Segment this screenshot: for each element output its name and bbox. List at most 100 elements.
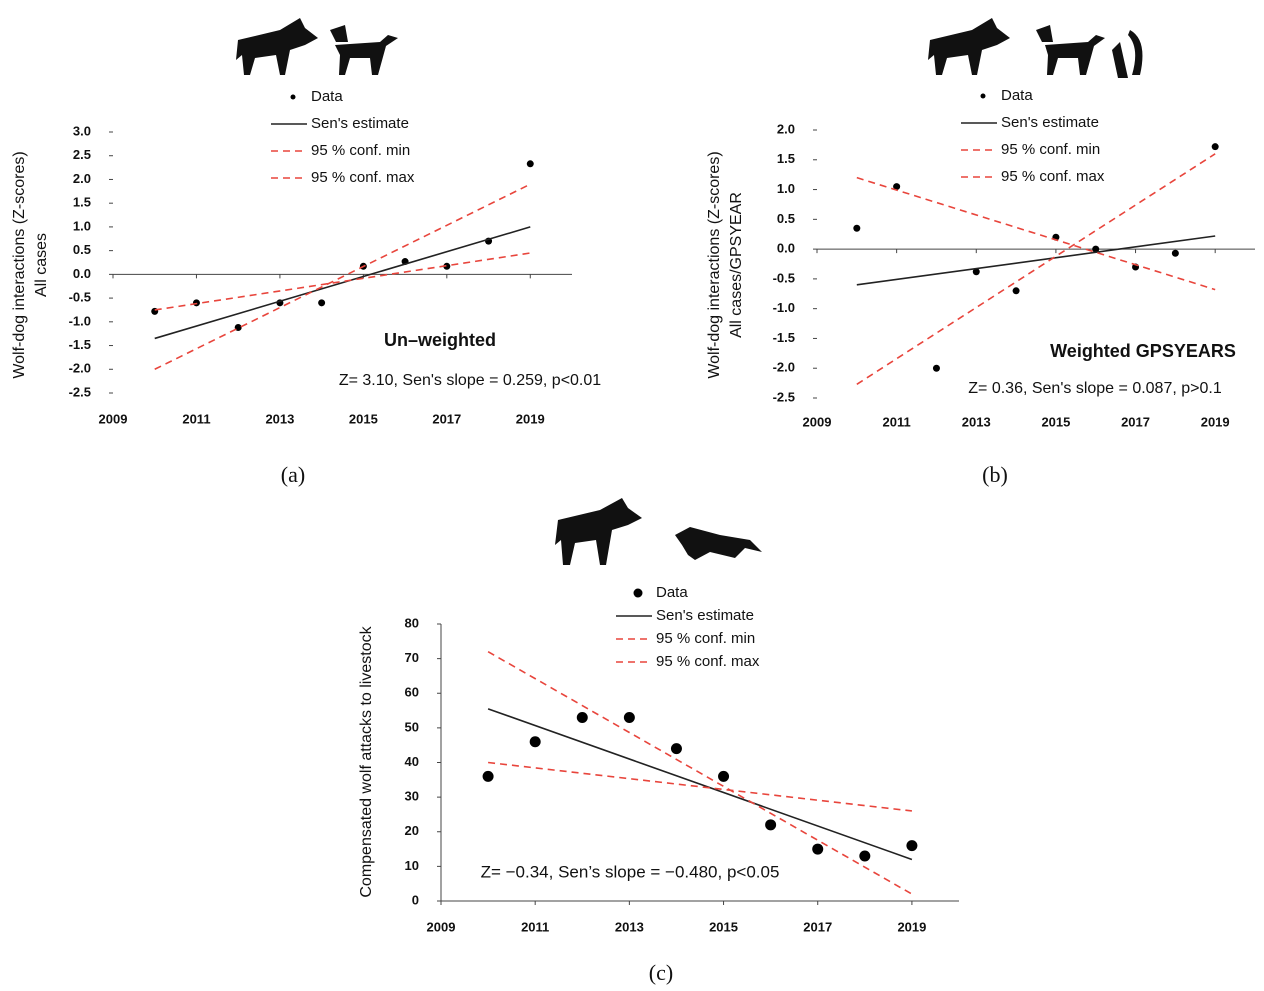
dog-icon xyxy=(1036,25,1105,75)
y-tick-label: 1.5 xyxy=(777,151,795,166)
collar-icon xyxy=(1112,30,1143,78)
y-tick-label: 20 xyxy=(405,823,419,838)
trend-line xyxy=(856,235,1216,286)
panel-label: (a) xyxy=(281,462,305,487)
y-tick-label: -1.5 xyxy=(773,330,795,345)
legend-label: 95 % conf. min xyxy=(656,630,755,647)
y-tick-label: 70 xyxy=(405,650,419,665)
data-point xyxy=(576,711,588,723)
x-tick-label: 2017 xyxy=(803,919,832,934)
legend-label: 95 % conf. max xyxy=(656,653,760,670)
panel-label: (b) xyxy=(982,462,1008,487)
legend-marker xyxy=(980,93,986,99)
data-point xyxy=(853,224,861,232)
y-axis-label: Wolf-dog interactions (Z-scores) xyxy=(11,151,28,378)
data-point xyxy=(529,736,541,748)
data-point xyxy=(318,299,326,307)
silhouettes xyxy=(236,18,1143,565)
x-tick-label: 2017 xyxy=(432,411,461,426)
y-tick-label: 1.0 xyxy=(777,181,795,196)
data-point xyxy=(906,840,918,852)
y-tick-label: -2.0 xyxy=(773,360,795,375)
data-point xyxy=(1171,249,1179,257)
x-tick-label: 2019 xyxy=(516,411,545,426)
y-axis-label: Compensated wolf attacks to livestock xyxy=(358,625,375,897)
y-tick-label: -1.0 xyxy=(773,300,795,315)
y-tick-label: -0.5 xyxy=(69,290,91,305)
data-point xyxy=(893,183,901,191)
x-tick-label: 2013 xyxy=(265,411,294,426)
annotation: Z= 3.10, Sen's slope = 0.259, p<0.01 xyxy=(339,372,601,389)
legend-label: 95 % conf. max xyxy=(1001,168,1105,185)
legend-label: Sen's estimate xyxy=(311,115,409,132)
annotation: Z= 0.36, Sen's slope = 0.087, p>0.1 xyxy=(968,380,1222,397)
y-tick-label: -1.5 xyxy=(69,337,91,352)
y-tick-label: 0.5 xyxy=(777,211,795,226)
legend-label: 95 % conf. max xyxy=(311,169,415,186)
legend-label: Sen's estimate xyxy=(656,607,754,624)
y-axis-label: All cases xyxy=(33,233,50,297)
annotation: Z= −0.34, Sen’s slope = −0.480, p<0.05 xyxy=(481,862,780,881)
trend-line xyxy=(154,252,531,311)
data-point xyxy=(718,770,730,782)
y-tick-label: 2.5 xyxy=(73,147,91,162)
data-point xyxy=(1211,143,1219,151)
data-point xyxy=(972,268,980,276)
legend-marker xyxy=(633,588,643,598)
data-point xyxy=(1092,245,1100,253)
data-point xyxy=(932,364,940,372)
legend-label: Sen's estimate xyxy=(1001,114,1099,131)
y-tick-label: 0.5 xyxy=(73,242,91,257)
wolf-icon xyxy=(928,18,1010,75)
y-tick-label: -2.0 xyxy=(69,361,91,376)
livestock-icon xyxy=(675,527,762,560)
y-tick-label: 10 xyxy=(405,858,419,873)
y-tick-label: 80 xyxy=(405,615,419,630)
y-tick-label: -1.0 xyxy=(69,313,91,328)
x-tick-label: 2011 xyxy=(182,411,210,426)
x-tick-label: 2019 xyxy=(1201,414,1230,429)
legend-label: 95 % conf. min xyxy=(311,142,410,159)
annotation: Un–weighted xyxy=(384,330,496,350)
data-point xyxy=(482,770,494,782)
y-tick-label: 2.0 xyxy=(777,121,795,136)
x-tick-label: 2017 xyxy=(1121,414,1150,429)
x-tick-label: 2009 xyxy=(803,414,832,429)
y-tick-label: -2.5 xyxy=(69,384,91,399)
x-tick-label: 2019 xyxy=(897,919,926,934)
trend-line xyxy=(488,761,913,812)
x-tick-label: 2015 xyxy=(709,919,738,934)
legend-label: Data xyxy=(311,88,343,105)
x-tick-label: 2009 xyxy=(427,919,456,934)
wolf-icon xyxy=(236,18,318,75)
trend-line xyxy=(154,183,531,370)
y-tick-label: 30 xyxy=(405,789,419,804)
y-tick-label: 0.0 xyxy=(73,266,91,281)
x-tick-label: 2015 xyxy=(1041,414,1070,429)
trend-line xyxy=(487,651,913,895)
dog-icon xyxy=(330,25,398,75)
data-point xyxy=(765,819,777,831)
data-point xyxy=(1012,287,1020,295)
data-point xyxy=(526,160,534,168)
data-point xyxy=(859,850,871,862)
trend-line xyxy=(487,708,913,861)
x-tick-label: 2011 xyxy=(521,919,549,934)
trend-line xyxy=(154,226,531,340)
legend-label: Data xyxy=(656,584,688,601)
y-tick-label: -2.5 xyxy=(773,389,795,404)
legend-marker xyxy=(290,94,296,100)
x-tick-label: 2009 xyxy=(99,411,128,426)
y-tick-label: 3.0 xyxy=(73,123,91,138)
y-tick-label: 0 xyxy=(412,892,419,907)
data-point xyxy=(623,711,635,723)
wolf-icon xyxy=(555,498,642,565)
x-tick-label: 2013 xyxy=(615,919,644,934)
x-tick-label: 2011 xyxy=(883,414,911,429)
y-tick-label: 50 xyxy=(405,719,419,734)
annotation: Weighted GPSYEARS xyxy=(1050,341,1236,361)
trend-line xyxy=(856,176,1216,291)
data-point xyxy=(670,743,682,755)
y-tick-label: 60 xyxy=(405,685,419,700)
x-tick-label: 2015 xyxy=(349,411,378,426)
